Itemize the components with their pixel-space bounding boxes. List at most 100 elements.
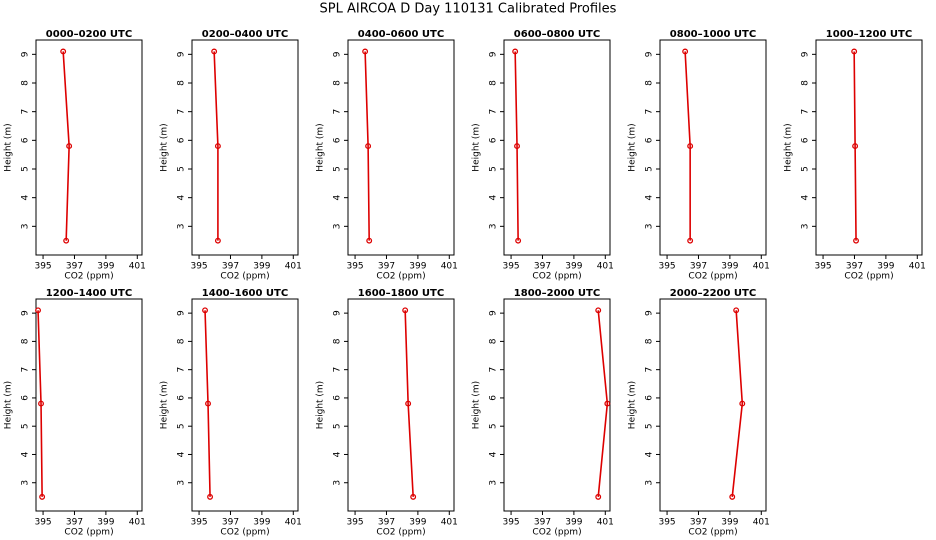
y-tick-label: 9: [645, 51, 655, 57]
x-tick-label: 395: [190, 262, 207, 272]
data-point: [739, 400, 746, 407]
x-axis-label: CO2 (ppm): [844, 272, 893, 282]
plot-frame: [347, 39, 455, 256]
x-tick-label: 399: [721, 262, 738, 272]
data-point: [214, 237, 221, 244]
x-tick-label: 401: [909, 262, 926, 272]
y-tick-label: 3: [333, 223, 343, 229]
panel-title: 2000–2200 UTC: [670, 288, 756, 299]
data-point: [410, 493, 417, 500]
x-axis-label: CO2 (ppm): [688, 272, 737, 282]
plot-frame: [191, 39, 299, 256]
y-tick-label: 9: [645, 310, 655, 316]
profile-line: [514, 51, 519, 241]
figure-title: SPL AIRCOA D Day 110131 Calibrated Profi…: [320, 2, 617, 17]
y-tick-label: 9: [21, 310, 31, 316]
profile-line: [404, 310, 414, 497]
x-tick-label: 399: [565, 262, 582, 272]
plot-frame: [659, 298, 767, 512]
plot-frame: [347, 298, 455, 512]
x-tick-label: 399: [253, 262, 270, 272]
y-tick-label: 9: [489, 310, 499, 316]
y-tick-label: 8: [645, 338, 655, 344]
y-tick-label: 6: [177, 137, 187, 143]
data-point: [687, 237, 694, 244]
y-tick-label: 3: [489, 223, 499, 229]
y-tick-label: 5: [333, 423, 343, 429]
x-tick-label: 395: [814, 262, 831, 272]
profile-line: [853, 51, 857, 241]
y-tick-label: 3: [645, 223, 655, 229]
data-point: [39, 493, 46, 500]
data-point: [214, 143, 221, 150]
y-tick-label: 4: [489, 451, 499, 457]
panel-title: 0000–0200 UTC: [46, 29, 132, 40]
x-tick-label: 399: [409, 518, 426, 528]
y-tick-label: 5: [489, 166, 499, 172]
profile-line: [62, 51, 70, 241]
data-point: [362, 48, 369, 55]
y-tick-label: 5: [21, 423, 31, 429]
plot-frame: [35, 298, 143, 512]
data-point: [211, 48, 218, 55]
y-tick-label: 4: [177, 195, 187, 201]
panel-title: 0400–0600 UTC: [358, 29, 444, 40]
x-tick-label: 395: [658, 262, 675, 272]
plot-frame: [815, 39, 923, 256]
x-tick-label: 395: [34, 262, 51, 272]
y-tick-label: 3: [21, 223, 31, 229]
y-tick-label: 7: [177, 367, 187, 373]
data-point: [604, 400, 611, 407]
y-tick-label: 6: [645, 137, 655, 143]
x-tick-label: 399: [97, 262, 114, 272]
y-tick-label: 4: [333, 195, 343, 201]
x-axis-label: CO2 (ppm): [376, 528, 425, 538]
profile-line: [204, 310, 211, 497]
y-axis-label: Height (m): [628, 123, 638, 171]
y-tick-label: 6: [333, 137, 343, 143]
y-axis-label: Height (m): [4, 123, 14, 171]
y-tick-label: 4: [801, 195, 811, 201]
y-tick-label: 3: [21, 480, 31, 486]
y-tick-label: 6: [801, 137, 811, 143]
x-tick-label: 397: [378, 518, 395, 528]
data-point: [207, 493, 214, 500]
y-tick-label: 7: [333, 367, 343, 373]
x-tick-label: 395: [190, 518, 207, 528]
x-tick-label: 397: [534, 518, 551, 528]
y-tick-label: 5: [21, 166, 31, 172]
y-tick-label: 7: [21, 109, 31, 115]
x-tick-label: 399: [97, 518, 114, 528]
x-tick-label: 397: [534, 262, 551, 272]
y-tick-label: 6: [489, 137, 499, 143]
x-tick-label: 395: [502, 518, 519, 528]
x-tick-label: 401: [597, 518, 614, 528]
x-tick-label: 399: [721, 518, 738, 528]
x-tick-label: 401: [441, 262, 458, 272]
data-point: [202, 307, 208, 314]
y-tick-label: 3: [801, 223, 811, 229]
y-axis-label: Height (m): [316, 381, 326, 429]
plot-frame: [659, 39, 767, 256]
y-tick-label: 3: [177, 480, 187, 486]
y-tick-label: 8: [177, 338, 187, 344]
y-tick-label: 8: [645, 80, 655, 86]
x-tick-label: 401: [597, 262, 614, 272]
y-tick-label: 4: [333, 451, 343, 457]
y-tick-label: 8: [801, 80, 811, 86]
plot-frame: [191, 298, 299, 512]
data-point: [366, 237, 373, 244]
data-point: [35, 307, 41, 314]
y-tick-label: 7: [489, 109, 499, 115]
y-tick-label: 3: [177, 223, 187, 229]
x-axis-label: CO2 (ppm): [64, 528, 113, 538]
panel-title: 1600–1800 UTC: [358, 288, 444, 299]
data-point: [405, 400, 412, 407]
panel-title: 0600–0800 UTC: [514, 29, 600, 40]
y-tick-label: 4: [21, 195, 31, 201]
y-axis-label: Height (m): [472, 123, 482, 171]
profile-line: [213, 51, 219, 241]
y-tick-label: 6: [21, 395, 31, 401]
y-tick-label: 9: [177, 51, 187, 57]
